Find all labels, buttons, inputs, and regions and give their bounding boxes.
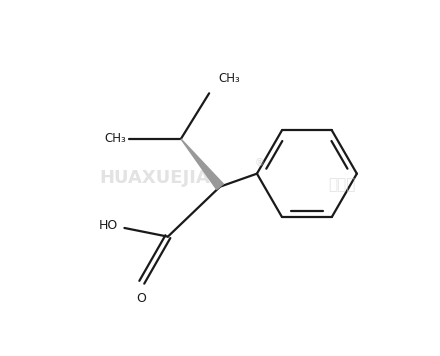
Polygon shape <box>181 139 224 189</box>
Text: HO: HO <box>99 219 118 232</box>
Text: O: O <box>136 292 146 305</box>
Text: HUAXUEJIA: HUAXUEJIA <box>99 169 210 187</box>
Text: 化学加: 化学加 <box>328 177 356 192</box>
Text: CH₃: CH₃ <box>105 132 127 145</box>
Text: ®: ® <box>254 158 264 168</box>
Text: CH₃: CH₃ <box>219 73 240 85</box>
